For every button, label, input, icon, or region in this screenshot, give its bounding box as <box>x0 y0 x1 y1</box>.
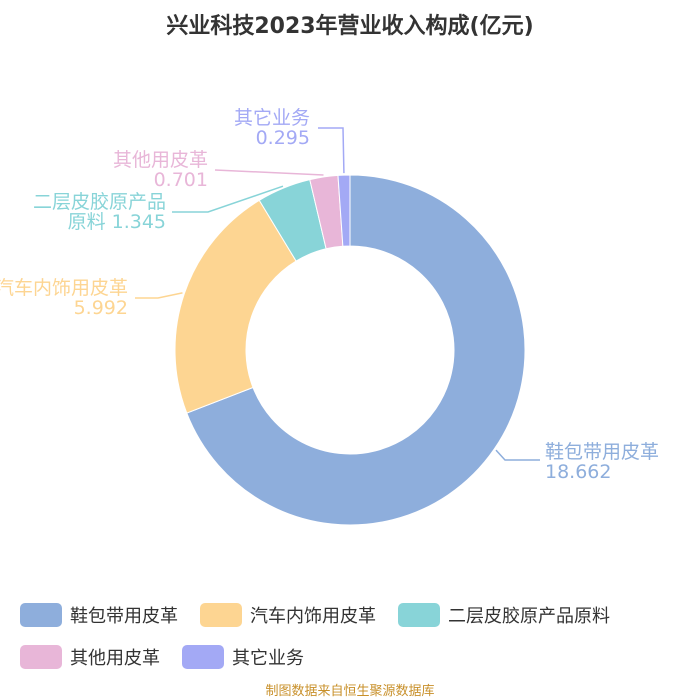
legend-swatch <box>20 603 62 627</box>
chart-title: 兴业科技2023年营业收入构成(亿元) <box>166 14 534 39</box>
slice-label: 原料 1.345 <box>68 211 166 233</box>
slice-label: 5.992 <box>74 297 128 319</box>
legend-swatch <box>182 645 224 669</box>
legend-item[interactable]: 汽车内饰用皮革 <box>200 602 376 628</box>
legend-item[interactable]: 其他用皮革 <box>20 644 160 670</box>
slice-label: 0.295 <box>256 127 310 149</box>
legend: 鞋包带用皮革 汽车内饰用皮革 二层皮胶原产品原料 其他用皮革 其它业务 <box>20 600 690 684</box>
legend-label: 二层皮胶原产品原料 <box>448 606 610 627</box>
legend-row-1: 鞋包带用皮革 汽车内饰用皮革 二层皮胶原产品原料 <box>20 600 690 630</box>
slice-label: 0.701 <box>154 169 208 191</box>
source-note: 制图数据来自恒生聚源数据库 <box>265 684 435 699</box>
legend-label: 鞋包带用皮革 <box>70 606 178 627</box>
legend-item[interactable]: 鞋包带用皮革 <box>20 602 178 628</box>
legend-item[interactable]: 二层皮胶原产品原料 <box>398 602 610 628</box>
donut-slice[interactable] <box>186 174 526 526</box>
legend-label: 汽车内饰用皮革 <box>250 606 376 627</box>
slice-label: 其他用皮革 <box>113 149 208 171</box>
leader-line <box>135 292 183 299</box>
leader-line <box>495 449 540 461</box>
legend-row-2: 其他用皮革 其它业务 <box>20 642 690 672</box>
slice-label: 二层皮胶原产品 <box>33 191 166 213</box>
legend-swatch <box>200 603 242 627</box>
legend-item[interactable]: 其它业务 <box>182 644 304 670</box>
slice-label: 汽车内饰用皮革 <box>0 277 128 299</box>
donut-slice[interactable] <box>337 174 351 247</box>
donut-slice[interactable] <box>174 199 297 414</box>
leader-line <box>172 185 284 213</box>
leader-line <box>318 127 345 174</box>
legend-swatch <box>20 645 62 669</box>
legend-label: 其他用皮革 <box>70 648 160 669</box>
legend-label: 其它业务 <box>232 648 304 669</box>
slice-label: 18.662 <box>545 461 611 483</box>
slice-label: 其它业务 <box>234 107 310 129</box>
leader-line <box>214 169 324 176</box>
slice-label: 鞋包带用皮革 <box>545 441 659 463</box>
legend-swatch <box>398 603 440 627</box>
